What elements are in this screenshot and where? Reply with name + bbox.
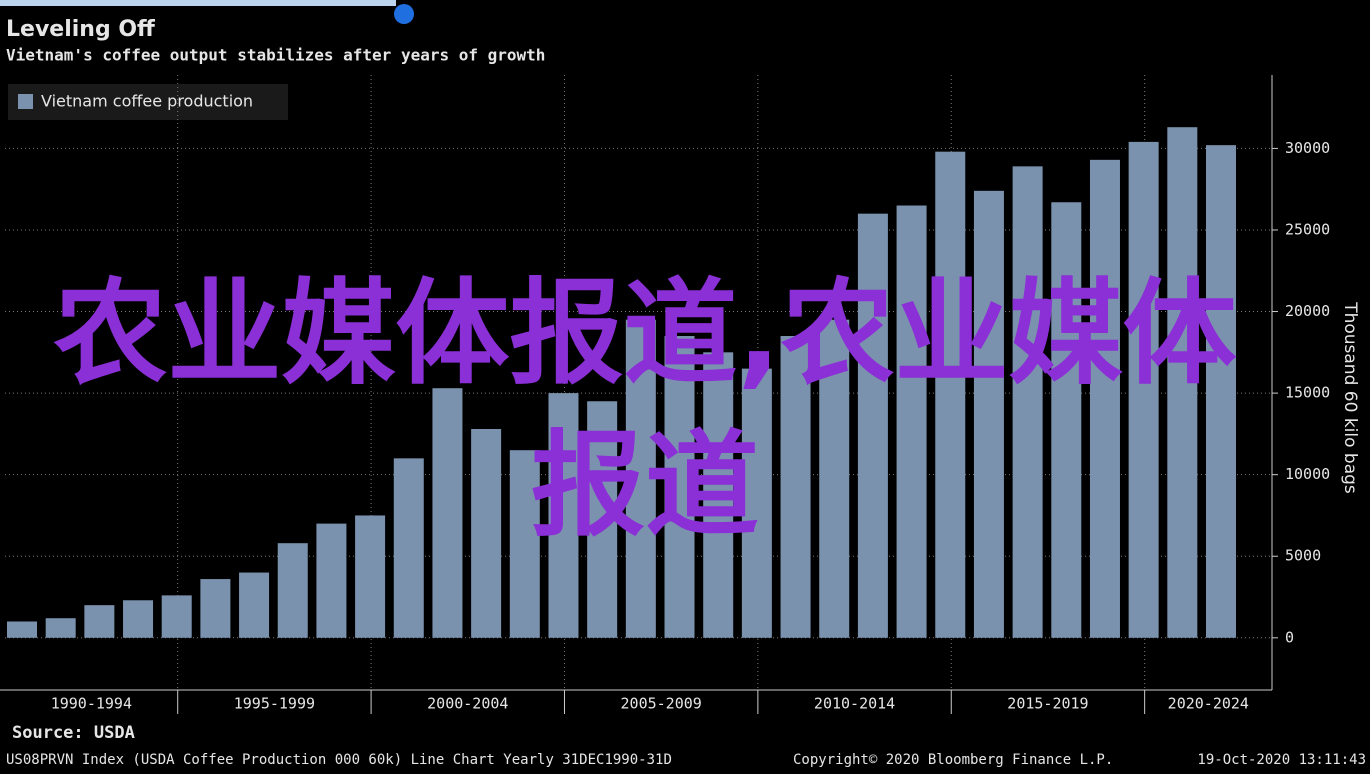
bar xyxy=(1089,159,1120,638)
x-group-label: 2000-2004 xyxy=(427,695,508,713)
x-group-label: 2020-2024 xyxy=(1168,695,1249,713)
y-tick-label: 5000 xyxy=(1285,547,1321,565)
bar xyxy=(200,579,231,638)
bar xyxy=(548,393,579,638)
legend-box xyxy=(8,84,288,120)
bar xyxy=(625,319,656,638)
footer-index: US08PRVN Index (USDA Coffee Production 0… xyxy=(6,752,672,768)
bar xyxy=(1206,145,1236,638)
bar xyxy=(664,336,695,638)
legend-swatch xyxy=(18,94,33,109)
bar xyxy=(432,388,463,638)
bar xyxy=(393,458,424,638)
y-axis-label: Thousand 60 kilo bags xyxy=(1340,301,1360,494)
bar xyxy=(316,523,347,638)
bar xyxy=(896,205,927,638)
bar xyxy=(703,352,734,638)
bar xyxy=(741,368,772,638)
chart-subtitle: Vietnam's coffee output stabilizes after… xyxy=(6,46,545,65)
bar xyxy=(471,428,502,638)
footer-copyright: Copyright© 2020 Bloomberg Finance L.P. xyxy=(793,752,1113,768)
bar xyxy=(1012,166,1043,638)
bar xyxy=(935,151,966,638)
y-tick-label: 10000 xyxy=(1285,465,1330,483)
y-tick-label: 15000 xyxy=(1285,384,1330,402)
top-strip xyxy=(0,0,396,6)
bar xyxy=(355,515,386,638)
bar xyxy=(973,190,1004,638)
bar xyxy=(1051,202,1082,638)
y-tick-label: 30000 xyxy=(1285,139,1330,157)
footer-date: 19-Oct-2020 13:11:43 xyxy=(1197,752,1366,768)
x-group-label: 1995-1999 xyxy=(234,695,315,713)
bar xyxy=(239,572,270,638)
y-tick-label: 0 xyxy=(1285,628,1294,646)
y-tick-label: 20000 xyxy=(1285,302,1330,320)
bar xyxy=(857,213,888,638)
bar xyxy=(819,319,850,638)
x-group-label: 2015-2019 xyxy=(1007,695,1088,713)
x-group-label: 1990-1994 xyxy=(51,695,132,713)
bar xyxy=(7,621,37,638)
bar xyxy=(123,600,154,638)
bar xyxy=(161,595,192,638)
bar xyxy=(84,605,115,638)
x-group-label: 2005-2009 xyxy=(621,695,702,713)
bar xyxy=(277,543,308,638)
bar xyxy=(509,450,540,638)
y-tick-label: 25000 xyxy=(1285,220,1330,238)
bar xyxy=(780,336,811,638)
x-group-label: 2010-2014 xyxy=(814,695,895,713)
bar xyxy=(45,618,76,638)
top-dot xyxy=(394,4,414,24)
chart-title: Leveling Off xyxy=(6,17,156,42)
bar xyxy=(1167,127,1198,638)
bar xyxy=(587,401,618,638)
source: Source: USDA xyxy=(12,723,135,743)
legend-label: Vietnam coffee production xyxy=(41,92,253,111)
bar xyxy=(1128,141,1159,638)
overlay-text: 农业媒体报道,农业媒体报道 xyxy=(53,267,1237,552)
